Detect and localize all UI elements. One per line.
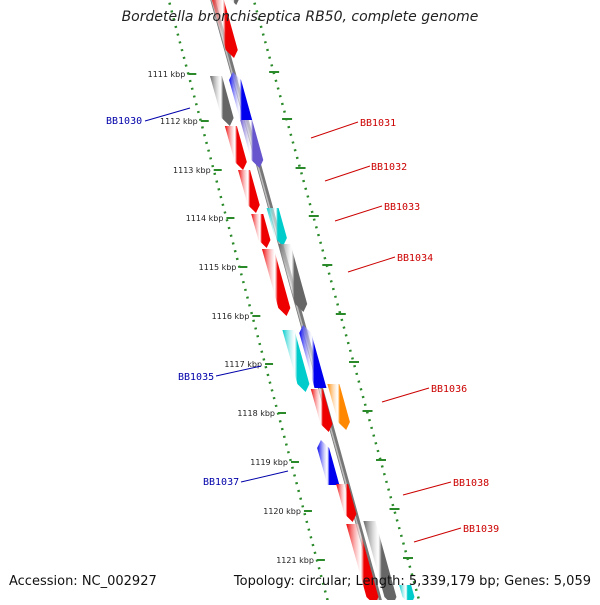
gene-label-leader xyxy=(310,121,359,139)
gene-arrow-red xyxy=(346,524,379,605)
tick-label: 1120 kbp xyxy=(263,507,301,516)
tick-label: 1121 kbp xyxy=(276,556,314,565)
gene-label-leader xyxy=(347,256,396,273)
gene-label-leader xyxy=(413,527,462,543)
gene-label-leader xyxy=(215,365,262,377)
map-title: Bordetella bronchiseptica RB50, complete… xyxy=(121,9,479,25)
gene-label-bb1033: BB1033 xyxy=(384,202,420,213)
gene-arrow-cyan xyxy=(282,330,310,392)
gene-arrow-gray xyxy=(363,521,397,605)
tick-label: 1112 kbp xyxy=(160,117,198,126)
gene-arrow-gray xyxy=(209,76,234,126)
left-dotted-track xyxy=(167,0,331,605)
tick-label: 1119 kbp xyxy=(250,458,288,467)
gene-arrow-blue xyxy=(299,325,327,388)
tick-marks: 1111 kbp 1112 kbp 1113 kbp 1114 kbp 1115 kbp… xyxy=(148,70,414,565)
gene-arrow-red xyxy=(238,170,260,213)
gene-arrow-red xyxy=(310,389,333,432)
gene-label-bb1039: BB1039 xyxy=(463,524,499,535)
gene-arrow-gray xyxy=(231,0,239,5)
gene-label-bb1037: BB1037 xyxy=(203,477,239,488)
gene-label-bb1036: BB1036 xyxy=(431,384,467,395)
gene-arrow-red xyxy=(224,126,247,170)
dotted-tracks xyxy=(167,0,422,605)
gene-label-bb1034: BB1034 xyxy=(397,253,433,264)
tick-label: 1116 kbp xyxy=(212,312,250,321)
gene-label-bb1032: BB1032 xyxy=(371,162,407,173)
gene-label-leader xyxy=(144,107,191,122)
gene-arrow-red xyxy=(211,0,238,58)
tick-label: 1117 kbp xyxy=(224,360,262,369)
summary-text: Topology: circular; Length: 5,339,179 bp… xyxy=(233,574,591,589)
gene-label-leader xyxy=(324,165,371,182)
gene-label-leader xyxy=(402,481,452,496)
gene-label-bb1035: BB1035 xyxy=(178,372,214,383)
gene-arrow-cyan xyxy=(266,208,287,246)
gene-label-bb1038: BB1038 xyxy=(453,478,489,489)
gene-arrow-blue xyxy=(317,440,340,485)
gene-labels: BB1030 BB1031 BB1032 BB1033 BB1034 BB1035 BB10… xyxy=(106,107,499,543)
gene-label-leader xyxy=(381,387,430,403)
gene-arrow-red xyxy=(336,484,357,522)
right-dotted-track xyxy=(252,0,422,605)
tick-label: 1118 kbp xyxy=(237,409,275,418)
gene-arrow-purple xyxy=(240,120,264,168)
gene-arrows xyxy=(209,0,415,605)
tick-label: 1111 kbp xyxy=(148,70,186,79)
gene-arrow-red xyxy=(261,249,291,316)
gene-arrow-blue xyxy=(229,72,253,120)
gene-arrow-gray xyxy=(278,244,308,312)
tick-label: 1114 kbp xyxy=(186,214,224,223)
tick-label: 1113 kbp xyxy=(173,166,211,175)
gene-label-leader xyxy=(240,470,289,483)
tick-label: 1115 kbp xyxy=(199,263,237,272)
gene-arrow-orange xyxy=(327,384,350,430)
gene-label-bb1031: BB1031 xyxy=(360,118,396,129)
gene-label-leader xyxy=(334,205,383,222)
gene-label-bb1030: BB1030 xyxy=(106,116,142,127)
gene-arrow-red xyxy=(251,214,271,248)
accession-text: Accession: NC_002927 xyxy=(9,574,157,589)
